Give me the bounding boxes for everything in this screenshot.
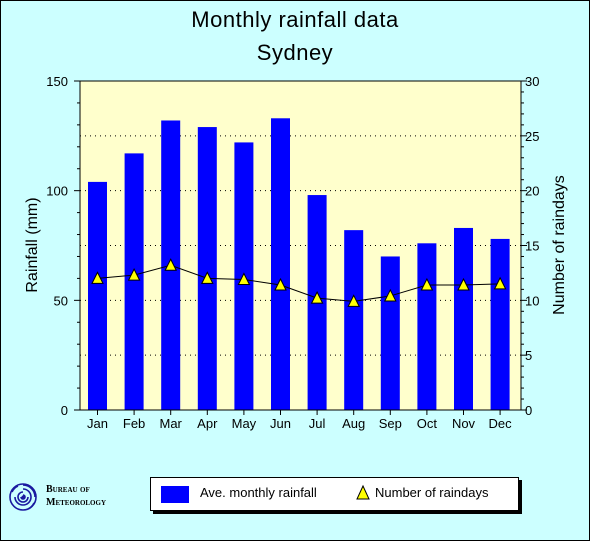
raindays-line (97, 264, 501, 302)
raindays-marker-oct (420, 277, 434, 291)
y2-tick-label: 30 (525, 74, 539, 89)
y2-tick-label: 25 (525, 129, 539, 144)
raindays-marker-feb (127, 267, 141, 281)
bar-nov (454, 227, 473, 410)
y2-tick-label: 0 (525, 403, 532, 418)
x-tick-label: Jul (309, 416, 326, 431)
gridlines (80, 135, 521, 356)
raindays-marker-jun (274, 277, 287, 291)
right-axis-ticks: 0 5 10 15 20 25 30 (521, 74, 539, 418)
x-tick-label: Jan (87, 416, 108, 431)
y2-tick-label: 15 (525, 239, 539, 254)
raindays-marker-jul (310, 291, 324, 304)
x-axis-ticks: Jan Feb Mar Apr May Jun Jul Aug Sep Oct Nov Dec (87, 410, 512, 431)
x-tick-label: Mar (160, 416, 183, 431)
chart-title: Monthly rainfall data (191, 7, 399, 32)
y-tick-label: 50 (54, 293, 68, 308)
y2-axis-label: Number of raindays (551, 175, 568, 315)
x-tick-label: Oct (417, 416, 438, 431)
raindays-marker-apr (200, 271, 214, 284)
y2-tick-label: 5 (525, 348, 532, 363)
raindays-marker-sep (383, 288, 397, 302)
x-tick-label: Jun (270, 416, 291, 431)
y-tick-label: 150 (46, 74, 68, 89)
raindays-marker-may (237, 272, 251, 285)
raindays-markers (91, 258, 507, 307)
x-tick-label: Feb (123, 416, 145, 431)
legend-label-raindays: Number of raindays (375, 485, 489, 500)
y-axis-label: Rainfall (mm) (24, 197, 41, 292)
y-tick-label: 100 (46, 184, 68, 199)
logo-line2: Meteorology (46, 497, 107, 508)
bar-aug (344, 230, 364, 410)
y2-tick-label: 10 (525, 293, 539, 308)
bar-apr (197, 127, 217, 410)
raindays-marker-mar (164, 258, 178, 271)
bom-swirl-icon (9, 483, 37, 511)
left-axis-ticks: 0 50 100 150 (46, 74, 80, 418)
bar-dec (490, 238, 510, 410)
bar-oct (417, 243, 437, 410)
triangle-marker-icon (356, 484, 370, 500)
bar-feb (124, 153, 144, 410)
bar-jan (88, 181, 107, 410)
logo-line1: Bureau of (46, 484, 90, 495)
bom-logo: Bureau of Meteorology (8, 480, 138, 516)
y-tick-label: 0 (61, 403, 68, 418)
raindays-marker-dec (493, 276, 507, 290)
x-tick-label: Sep (379, 416, 402, 431)
legend-bar-swatch (161, 486, 189, 503)
legend-label-rainfall: Ave. monthly rainfall (200, 485, 317, 500)
raindays-marker-jan (91, 271, 104, 284)
raindays-marker-aug (347, 294, 361, 307)
x-tick-label: Dec (489, 416, 513, 431)
bar-sep (380, 256, 400, 410)
x-tick-label: Apr (197, 416, 218, 431)
raindays-marker-nov (457, 277, 470, 291)
x-tick-label: Aug (342, 416, 365, 431)
legend: Ave. monthly rainfall Number of raindays (150, 477, 519, 511)
y2-tick-label: 20 (525, 184, 539, 199)
bar-jun (271, 118, 290, 410)
chart-subtitle: Sydney (256, 40, 334, 65)
x-tick-label: Nov (452, 416, 476, 431)
x-tick-label: May (232, 416, 257, 431)
